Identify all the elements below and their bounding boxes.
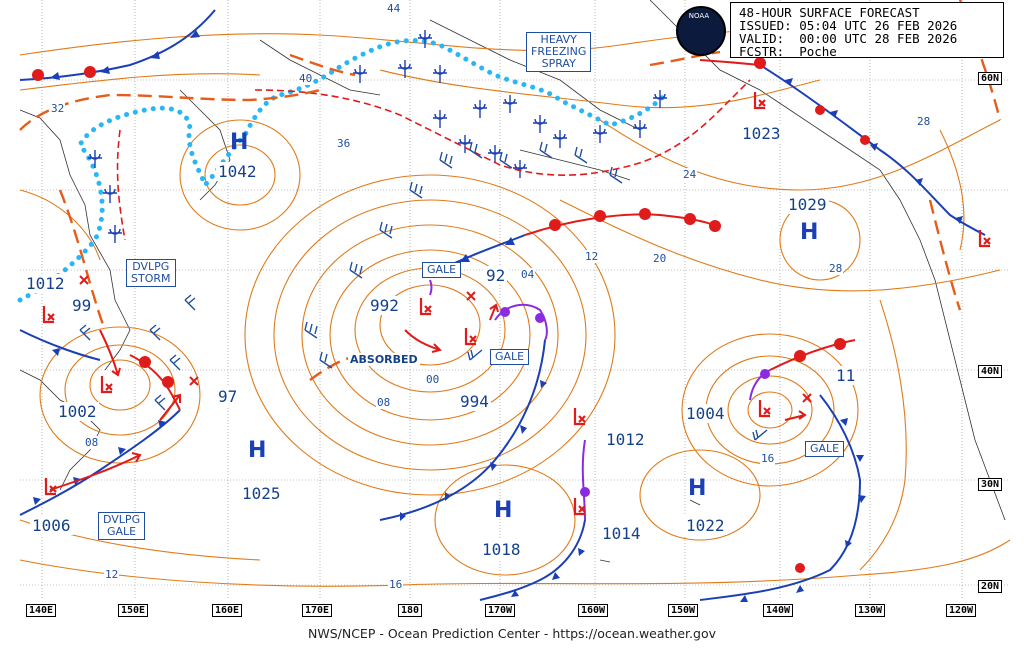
high-pressure-5: 1022	[684, 516, 727, 535]
lon-label-160e: 160E	[212, 604, 243, 617]
lon-label-160w: 160W	[578, 604, 609, 617]
lat-label-60n: 60N	[977, 72, 1002, 85]
isobar-label-28a: 28	[916, 115, 932, 128]
high-pressure-1: 1042	[216, 162, 259, 181]
high-center-3: H	[248, 438, 267, 463]
storm-track-arrows	[49, 303, 807, 491]
low-pressure-9: 1023	[740, 124, 783, 143]
isobar-label-04: 04	[520, 268, 536, 281]
prior-pos-label-1: 99	[70, 296, 94, 315]
isobar-label-16a: 16	[388, 578, 404, 591]
lon-label-140e: 140E	[26, 604, 57, 617]
weather-map	[17, 0, 1011, 602]
isobar-label-44: 44	[386, 2, 402, 15]
low-symbols	[42, 92, 991, 516]
low-pressure-2: 992	[368, 296, 401, 315]
low-pressure-3: 994	[458, 392, 491, 411]
gale-box-east: GALE	[805, 441, 845, 457]
wind-barbs	[79, 141, 768, 441]
isobar-label-32: 32	[50, 102, 66, 115]
low-pressure-4: 1002	[56, 402, 99, 421]
isobar-label-24: 24	[682, 168, 698, 181]
developing-gale-box: DVLPG GALE	[98, 512, 146, 540]
isobars	[19, 25, 1011, 587]
high-pressure-3: 1025	[240, 484, 283, 503]
high-center-1: H	[230, 130, 249, 155]
header-issued: ISSUED: 05:04 UTC 26 FEB 2026	[739, 18, 958, 33]
gale-box-center: GALE	[490, 349, 530, 365]
absorbed-label: ABSORBED	[348, 353, 420, 366]
lon-label-170e: 170E	[302, 604, 333, 617]
high-pressure-2: 1029	[786, 195, 829, 214]
isobar-label-20: 20	[652, 252, 668, 265]
lon-label-120w: 120W	[946, 604, 977, 617]
lon-label-150w: 150W	[668, 604, 699, 617]
lat-lon-grid	[20, 0, 1010, 600]
lon-label-140w: 140W	[763, 604, 794, 617]
isobar-label-08b: 08	[84, 436, 100, 449]
freezing-spray-symbols	[88, 30, 667, 243]
gale-box-nw: GALE	[422, 262, 462, 278]
heavy-freezing-spray-box: HEAVY FREEZING SPRAY	[526, 32, 592, 72]
low-pressure-7: 1012	[604, 430, 647, 449]
warm-front-bumps	[32, 57, 870, 573]
prior-pos-label-4: 11	[834, 366, 858, 385]
low-pressure-5: 1006	[30, 516, 73, 535]
high-center-4: H	[494, 498, 513, 523]
ice-edge	[17, 38, 668, 303]
high-center-2: H	[800, 220, 819, 245]
isobar-label-12b: 12	[104, 568, 120, 581]
isobar-label-36: 36	[336, 137, 352, 150]
lat-label-20n: 20N	[977, 580, 1002, 593]
forecast-header: 48-HOUR SURFACE FORECAST ISSUED: 05:04 U…	[730, 2, 1004, 59]
lon-label-130w: 130W	[855, 604, 886, 617]
isobar-label-40: 40	[298, 72, 314, 85]
isobar-label-12a: 12	[584, 250, 600, 263]
high-pressure-4: 1018	[480, 540, 523, 559]
ice-accretion-boundary	[116, 79, 751, 241]
lon-label-170w: 170W	[485, 604, 516, 617]
footer-credit: NWS/NCEP - Ocean Prediction Center - htt…	[308, 626, 716, 641]
low-pressure-8: 1014	[600, 524, 643, 543]
prior-pos-label-2: 92	[484, 266, 508, 285]
isobar-label-16b: 16	[760, 452, 776, 465]
header-title: 48-HOUR SURFACE FORECAST	[739, 5, 920, 20]
cold-front-teeth	[33, 30, 963, 602]
occluded-front-symbols	[500, 307, 770, 497]
prior-pos-label-3: 97	[216, 387, 240, 406]
lon-label-150e: 150E	[118, 604, 149, 617]
low-pressure-1: 1012	[24, 274, 67, 293]
isobar-label-28b: 28	[828, 262, 844, 275]
noaa-logo-text: NOAA	[688, 12, 710, 20]
lat-label-30n: 30N	[977, 478, 1002, 491]
developing-storm-box: DVLPG STORM	[126, 259, 176, 287]
isobar-label-00: 00	[425, 373, 441, 386]
lat-label-40n: 40N	[977, 365, 1002, 378]
isobar-label-08a: 08	[376, 396, 392, 409]
noaa-logo	[676, 6, 726, 56]
troughs	[19, 0, 1002, 381]
lon-label-180: 180	[398, 604, 423, 617]
header-valid: VALID: 00:00 UTC 28 FEB 2026	[739, 31, 958, 46]
low-pressure-6: 1004	[684, 404, 727, 423]
header-forecaster: FCSTR: Poche	[739, 44, 837, 59]
high-center-5: H	[688, 476, 707, 501]
prior-position-marks	[79, 275, 812, 403]
